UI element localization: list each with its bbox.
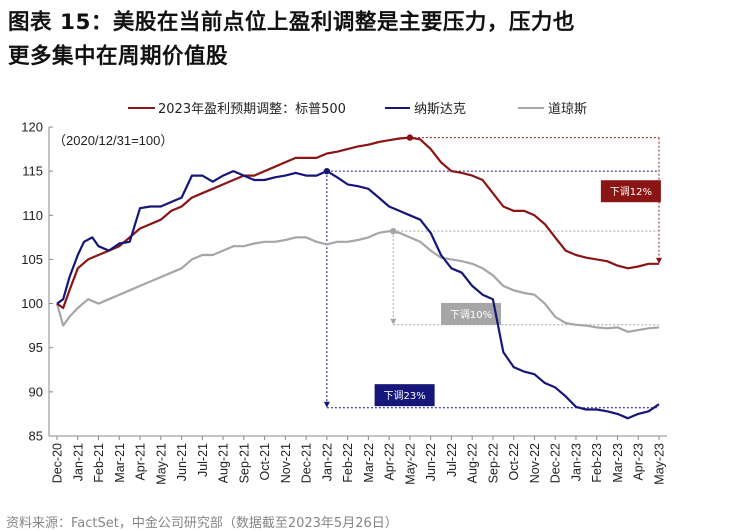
x-tick-label: Aug-21: [217, 443, 231, 483]
x-tick-label: Jan-22: [320, 443, 334, 481]
x-tick-label: Aug-22: [466, 443, 480, 483]
y-tick-label: 115: [22, 164, 43, 179]
x-ticks: Dec-20 Jan-21 Feb-21 Mar-21 Apr-21 May-21 Jun-…: [51, 436, 667, 485]
y-tick-label: 85: [29, 429, 43, 444]
x-tick-label: Feb-23: [590, 443, 604, 483]
x-tick-label: Apr-21: [134, 443, 148, 481]
series-lines: [57, 138, 659, 419]
x-tick-label: Sep-21: [237, 443, 251, 483]
y-tick-label: 100: [21, 296, 43, 311]
footer-source: 资料来源：FactSet，中金公司研究部（数据截至2023年5月26日）: [6, 512, 398, 531]
legend-label-sp500: 2023年盈利预期调整：标普500: [158, 102, 346, 117]
x-tick-label: Mar-22: [362, 443, 376, 483]
x-tick-label: Jan-23: [569, 443, 583, 481]
annotation-arrow-dow: [390, 319, 396, 325]
annotation-label-sp500: 下调12%: [610, 186, 652, 198]
annotation-arrow-nasdaq: [324, 402, 330, 408]
x-tick-label: May-21: [154, 443, 168, 485]
x-tick-label: Dec-20: [51, 443, 65, 483]
x-tick-label: Mar-23: [611, 443, 625, 483]
x-tick-label: Feb-22: [341, 443, 355, 483]
x-tick-label: Nov-21: [279, 443, 293, 483]
x-tick-label: May-22: [403, 443, 417, 485]
x-tick-label: Jan-21: [71, 443, 85, 481]
annotation-label-nasdaq: 下调23%: [383, 390, 425, 402]
y-tick-label: 120: [21, 120, 43, 135]
x-tick-label: Jun-21: [175, 443, 189, 481]
x-tick-label: Oct-22: [507, 443, 521, 481]
x-tick-label: Jul-22: [445, 443, 459, 477]
x-tick-label: Sep-22: [486, 443, 500, 483]
x-tick-label: Jun-22: [424, 443, 438, 481]
series-line-nasdaq: [57, 171, 659, 418]
x-tick-label: Jul-21: [196, 443, 210, 477]
legend: 2023年盈利预期调整：标普500 纳斯达克 道琼斯: [128, 102, 587, 117]
series-line-dow: [57, 231, 659, 332]
x-tick-label: Apr-22: [383, 443, 397, 481]
y-tick-label: 95: [29, 340, 43, 355]
base-note: （2020/12/31=100）: [53, 133, 173, 148]
x-tick-label: Mar-21: [113, 443, 127, 483]
annotations: 下调12% 下调10% 下调23%: [324, 134, 662, 407]
y-tick-label: 90: [29, 384, 43, 399]
y-ticks: 85 90 95 100 105 110 115 120: [21, 120, 53, 444]
x-tick-label: Dec-22: [549, 443, 563, 483]
y-tick-label: 110: [22, 208, 43, 223]
x-tick-label: Apr-23: [632, 443, 646, 481]
x-tick-label: Dec-21: [300, 443, 314, 483]
legend-label-nasdaq: 纳斯达克: [414, 102, 466, 117]
annotation-label-dow: 下调10%: [450, 309, 492, 321]
x-tick-label: Feb-21: [92, 443, 106, 483]
x-tick-label: Oct-21: [258, 443, 272, 481]
x-tick-label: May-23: [653, 443, 667, 485]
y-tick-label: 105: [21, 252, 43, 267]
legend-label-dow: 道琼斯: [548, 102, 587, 117]
x-tick-label: Nov-22: [528, 443, 542, 483]
